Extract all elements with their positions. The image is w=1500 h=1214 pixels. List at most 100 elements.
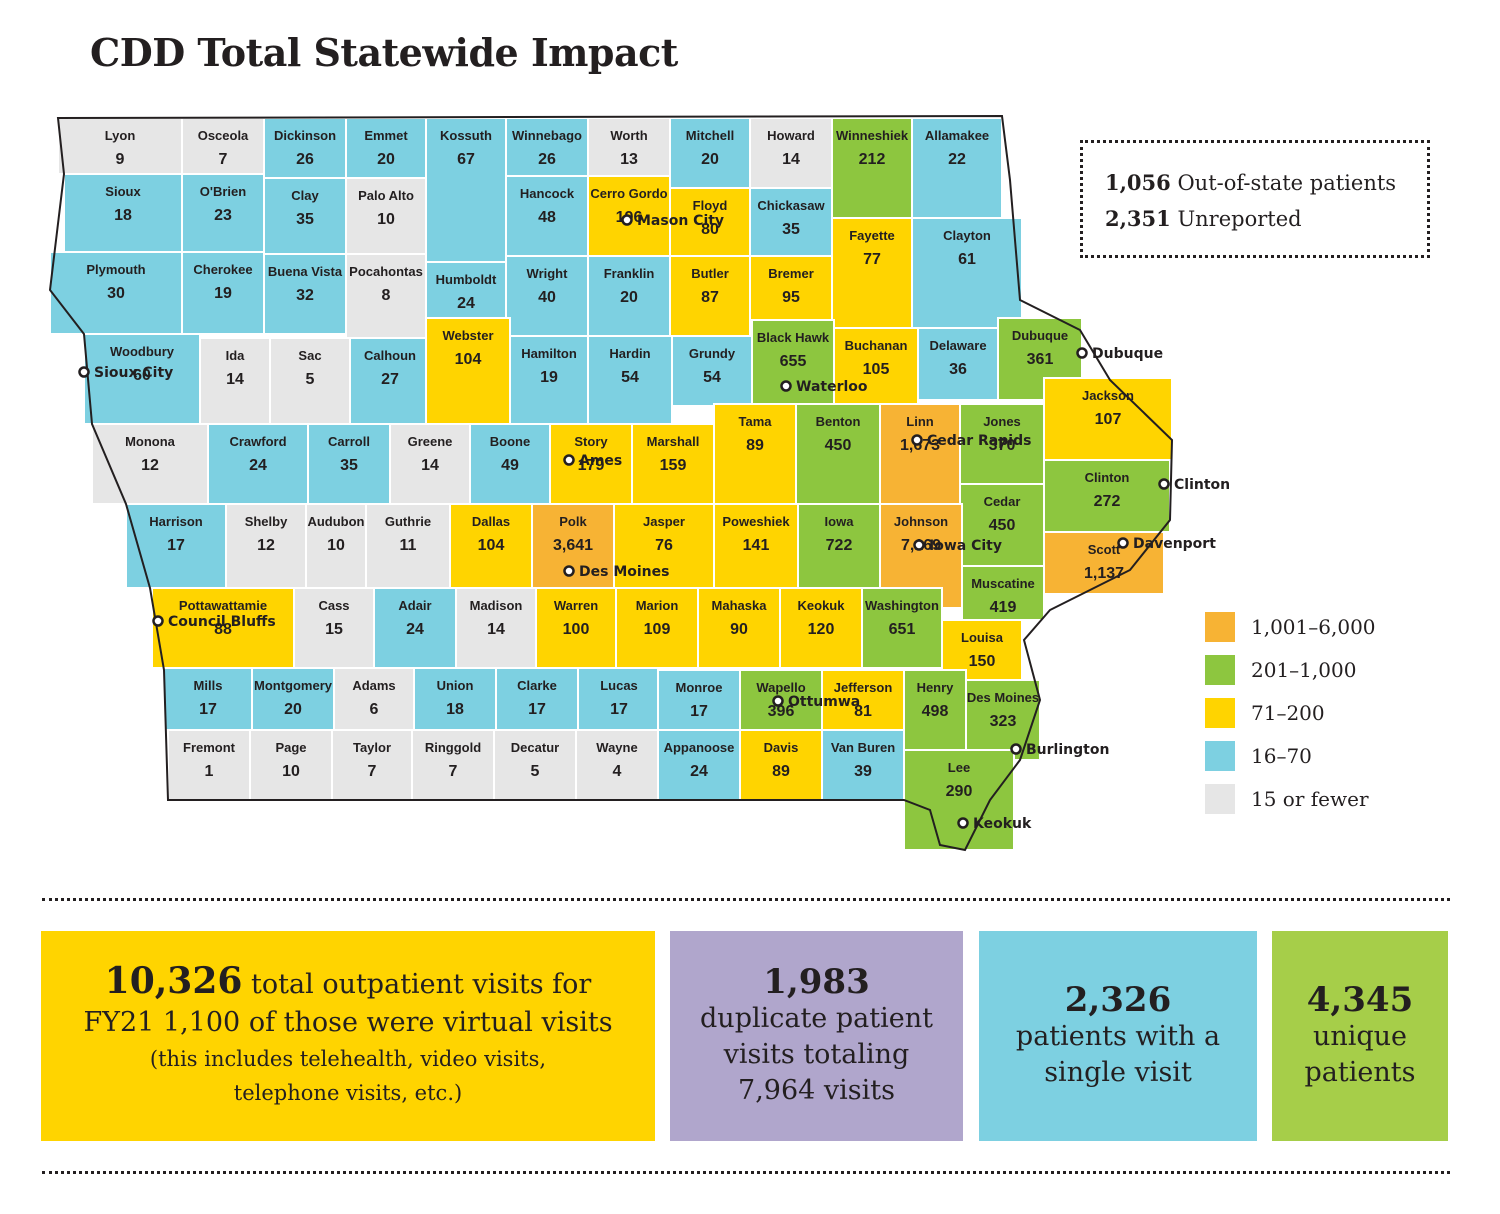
- county-keokuk: Keokuk 120: [779, 587, 863, 669]
- county-shape: [669, 187, 751, 257]
- county-ida: Ida 14: [199, 337, 271, 425]
- county-shape: [861, 587, 943, 669]
- info-box: 1,056 Out-of-state patients 2,351 Unrepo…: [1080, 140, 1430, 258]
- legend: 1,001–6,000 201–1,000 71–200 16–70 15 or…: [1205, 605, 1376, 820]
- county-name: Palo Alto: [358, 188, 414, 203]
- county-adair: Adair 24: [373, 587, 457, 669]
- county-shape: [181, 251, 265, 335]
- county-shape: [965, 679, 1041, 761]
- county-name: Page: [275, 740, 306, 755]
- county-shape: [797, 503, 881, 589]
- county-value: 10: [327, 537, 345, 554]
- stat-duplicate-line3: 7,964 visits: [738, 1075, 895, 1106]
- county-mitchell: Mitchell 20: [669, 117, 751, 189]
- county-name: Audubon: [307, 514, 364, 529]
- county-winneshiek: Winneshiek 212: [831, 117, 913, 219]
- county-name: Guthrie: [385, 514, 431, 529]
- county-wayne: Wayne 4: [575, 729, 659, 801]
- county-ringgold: Ringgold 7: [411, 729, 495, 801]
- county-benton: Benton 450: [795, 403, 881, 505]
- city-label: Burlington: [1026, 742, 1109, 758]
- county-value: 19: [214, 285, 232, 302]
- county-name: Buchanan: [845, 338, 908, 353]
- county-shape: [333, 667, 415, 731]
- county-shape: [263, 117, 347, 179]
- county-name: Butler: [691, 266, 729, 281]
- legend-item: 16–70: [1205, 734, 1376, 777]
- county-name: Tama: [739, 414, 773, 429]
- county-webster: Webster 104: [425, 317, 511, 425]
- county-value: 19: [540, 369, 558, 386]
- county-value: 10: [377, 211, 395, 228]
- county-name: Greene: [408, 434, 453, 449]
- stat-unique-line1: unique: [1312, 1021, 1408, 1052]
- county-name: Winnebago: [512, 128, 582, 143]
- county-name: Montgomery: [254, 678, 333, 693]
- city-marker-icon: [563, 454, 575, 466]
- county-monroe: Monroe 17: [657, 669, 741, 731]
- cities-layer: Sioux City Mason City Waterloo Dubuque Ames C…: [78, 213, 1230, 832]
- county-shape: [821, 729, 905, 801]
- city-dubuque: Dubuque: [1076, 346, 1163, 362]
- county-name: Dubuque: [1012, 328, 1068, 343]
- stat-total-visits-line1: 10,326 total outpatient visits for: [105, 962, 592, 1004]
- city-marker-icon: [780, 380, 792, 392]
- city-iowa-city: Iowa City: [913, 538, 1002, 554]
- county-name: Allamakee: [925, 128, 989, 143]
- county-clay: Clay 35: [263, 177, 347, 255]
- county-name: Kossuth: [440, 128, 492, 143]
- county-name: Shelby: [245, 514, 288, 529]
- county-shape: [749, 255, 833, 321]
- county-value: 655: [780, 353, 807, 370]
- city-keokuk: Keokuk: [957, 816, 1032, 832]
- county-value: 5: [531, 763, 540, 780]
- county-name: Buena Vista: [268, 264, 343, 279]
- county-name: Polk: [559, 514, 587, 529]
- county-plymouth: Plymouth 30: [49, 251, 183, 335]
- county-value: 39: [854, 763, 872, 780]
- county-emmet: Emmet 20: [345, 117, 427, 179]
- county-shape: [495, 667, 579, 731]
- county-name: Worth: [610, 128, 647, 143]
- city-marker-icon: [957, 817, 969, 829]
- county-shape: [373, 587, 457, 669]
- county-hancock: Hancock 48: [505, 175, 589, 257]
- county-value: 10: [282, 763, 300, 780]
- county-shape: [63, 173, 183, 253]
- county-value: 4: [613, 763, 622, 780]
- county-value: 17: [528, 701, 546, 718]
- county-shape: [57, 117, 183, 175]
- city-marker-icon: [78, 366, 90, 378]
- county-value: 109: [644, 621, 671, 638]
- county-shape: [903, 669, 967, 751]
- city-label: Council Bluffs: [168, 614, 276, 630]
- county-hamilton: Hamilton 19: [509, 335, 589, 425]
- county-shape: [413, 667, 497, 731]
- county-shape: [911, 117, 1003, 219]
- county-calhoun: Calhoun 27: [349, 337, 431, 425]
- unreported-line: 2,351 Unreported: [1105, 201, 1427, 237]
- county-shape: [493, 729, 577, 801]
- county-name: Cherokee: [193, 262, 252, 277]
- stat-unique-patients: 4,345 unique patients: [1272, 931, 1448, 1141]
- county-name: Fremont: [183, 740, 236, 755]
- county-value: 77: [863, 251, 881, 268]
- county-shape: [251, 667, 335, 731]
- stat-total-visits: 10,326 total outpatient visits for FY21 …: [41, 931, 655, 1141]
- county-tama: Tama 89: [713, 403, 797, 505]
- county-value: 76: [655, 537, 673, 554]
- legend-label: 71–200: [1251, 700, 1325, 725]
- county-value: 396: [768, 703, 795, 720]
- county-name: Decatur: [511, 740, 559, 755]
- county-shape: [425, 317, 511, 425]
- county-name: Lee: [948, 760, 970, 775]
- stat-single-number: 2,326: [1064, 980, 1172, 1020]
- county-value: 27: [381, 371, 399, 388]
- county-value: 7: [449, 763, 458, 780]
- county-value: 7: [219, 151, 228, 168]
- county-shape: [961, 565, 1045, 621]
- city-marker-icon: [911, 434, 923, 446]
- county-shape: [307, 423, 391, 505]
- county-pocahontas: Pocahontas 8: [345, 253, 427, 339]
- county-davis: Davis 89: [739, 729, 823, 801]
